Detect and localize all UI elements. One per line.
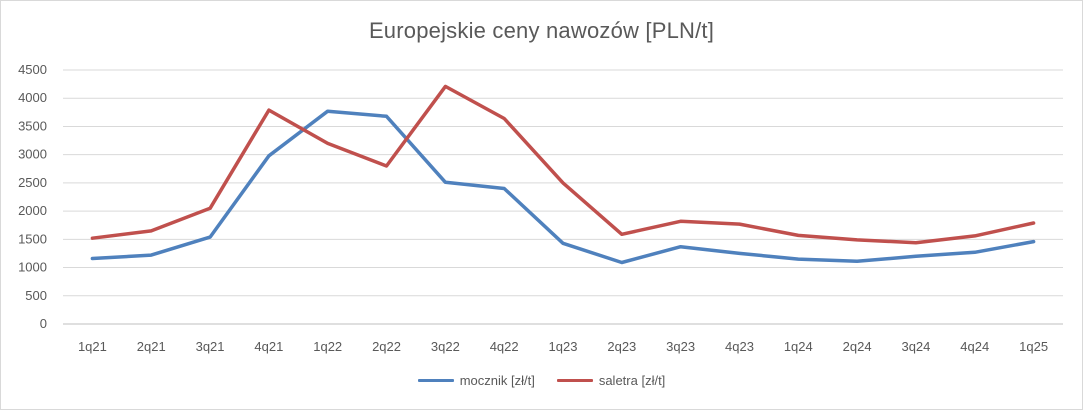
y-tick-label: 1000 bbox=[18, 260, 47, 275]
x-tick-label: 1q24 bbox=[784, 339, 813, 354]
x-tick-label: 3q23 bbox=[666, 339, 695, 354]
series-line-mocznik bbox=[90, 109, 1036, 265]
y-tick-label: 1500 bbox=[18, 231, 47, 246]
y-tick-label: 4000 bbox=[18, 90, 47, 105]
chart-legend: mocznik [zł/t] saletra [zł/t] bbox=[1, 373, 1082, 388]
x-tick-label: 4q21 bbox=[254, 339, 283, 354]
y-tick-label: 2000 bbox=[18, 203, 47, 218]
y-tick-label: 500 bbox=[25, 288, 47, 303]
chart-title: Europejskie ceny nawozów [PLN/t] bbox=[368, 18, 715, 43]
x-tick-label: 2q23 bbox=[607, 339, 636, 354]
y-tick-label: 3500 bbox=[18, 118, 47, 133]
x-tick-label: 4q23 bbox=[725, 339, 754, 354]
legend-item-saletra: saletra [zł/t] bbox=[556, 373, 666, 388]
legend-swatch-saletra bbox=[556, 379, 593, 382]
x-tick-label: 1q25 bbox=[1019, 339, 1048, 354]
legend-item-mocznik: mocznik [zł/t] bbox=[417, 373, 535, 388]
legend-label-saletra: saletra [zł/t] bbox=[598, 373, 666, 388]
y-tick-label: 2500 bbox=[18, 175, 47, 190]
y-tick-label: 4500 bbox=[18, 62, 47, 77]
y-tick-label: 0 bbox=[40, 316, 47, 331]
x-tick-label: 4q24 bbox=[960, 339, 989, 354]
x-tick-label: 3q24 bbox=[901, 339, 930, 354]
legend-swatch-mocznik bbox=[417, 379, 454, 382]
x-tick-label: 1q23 bbox=[549, 339, 578, 354]
x-tick-label: 2q24 bbox=[843, 339, 872, 354]
x-tick-label: 3q22 bbox=[431, 339, 460, 354]
y-tick-label: 3000 bbox=[18, 147, 47, 162]
x-tick-label: 1q22 bbox=[313, 339, 342, 354]
x-tick-label: 2q21 bbox=[137, 339, 166, 354]
x-tick-label: 3q21 bbox=[196, 339, 225, 354]
legend-label-mocznik: mocznik [zł/t] bbox=[459, 373, 535, 388]
x-tick-label: 2q22 bbox=[372, 339, 401, 354]
x-tick-label: 4q22 bbox=[490, 339, 519, 354]
x-tick-label: 1q21 bbox=[78, 339, 107, 354]
series-line-saletra bbox=[90, 84, 1036, 245]
